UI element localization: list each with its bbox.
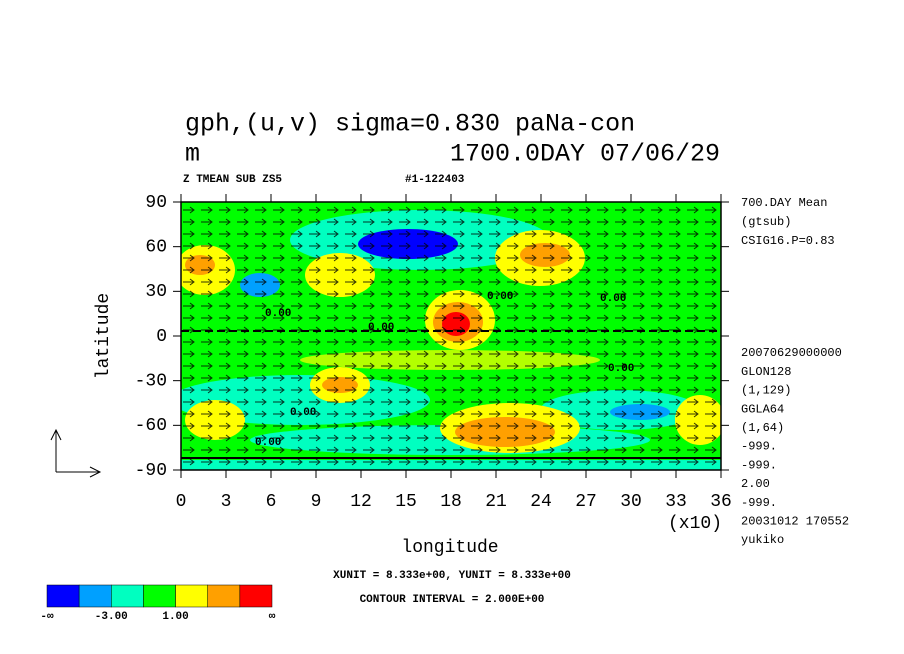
side-info: GGLA64: [741, 402, 784, 416]
y-tick-label: -30: [135, 371, 167, 391]
colorbar-label: -3.00: [95, 611, 128, 623]
x-tick-label: 3: [221, 492, 232, 512]
colorbar-label: -∞: [40, 611, 54, 623]
x-tick-label: 12: [350, 492, 372, 512]
title-line: gph,(u,v) sigma=0.830 paNa-con: [185, 110, 635, 139]
x-tick-label: 21: [485, 492, 507, 512]
side-info: (1,129): [741, 384, 791, 398]
x-tick-label: 27: [575, 492, 597, 512]
y-tick-label: 60: [145, 237, 167, 257]
subtitle: #1-122403: [405, 174, 465, 186]
side-info: 20031012 170552: [741, 514, 849, 528]
x-tick-label: 0: [176, 492, 187, 512]
side-info: 700.DAY Mean: [741, 196, 827, 210]
x-tick-label: 18: [440, 492, 462, 512]
side-info: 2.00: [741, 477, 770, 491]
contour-label: 0.00: [487, 291, 513, 303]
y-tick-label: 90: [145, 193, 167, 213]
side-info: -999.: [741, 458, 777, 472]
colorbar-cell: [175, 584, 208, 608]
subtitle: Z TMEAN SUB ZS5: [183, 174, 282, 186]
x-multiplier: (x10): [668, 514, 722, 534]
contour-label: 0.00: [265, 308, 291, 320]
side-info: 20070629000000: [741, 346, 842, 360]
unit-note: XUNIT = 8.333e+00, YUNIT = 8.333e+00: [333, 570, 571, 582]
side-info: (1,64): [741, 421, 784, 435]
colorbar-cell: [239, 584, 273, 608]
x-tick-label: 30: [620, 492, 642, 512]
title-line: 1700.0DAY 07/06/29: [450, 140, 720, 169]
y-axis-label: latitude: [94, 293, 114, 379]
side-info: (gtsub): [741, 215, 791, 229]
side-info: GLON128: [741, 365, 791, 379]
side-info: -999.: [741, 440, 777, 454]
contour-label: 0.00: [255, 437, 281, 449]
contour-field: [181, 202, 721, 470]
colorbar-cell: [78, 584, 112, 608]
colorbar-cell: [111, 584, 144, 608]
title-line: m: [185, 140, 200, 169]
labels: gph,(u,v) sigma=0.830 paNa-con m 1700.0D…: [94, 110, 722, 606]
side-info: yukiko: [741, 533, 784, 547]
contour-label: 0.00: [608, 363, 634, 375]
contour-label: 0.00: [600, 293, 626, 305]
y-tick-label: 0: [156, 327, 167, 347]
colorbar-label: ∞: [269, 611, 276, 623]
side-info: -999.: [741, 496, 777, 510]
x-tick-label: 6: [266, 492, 277, 512]
contour-label: 0.00: [290, 407, 316, 419]
y-tick-label: -60: [135, 416, 167, 436]
contour-label: 0.00: [368, 322, 394, 334]
contour-note: CONTOUR INTERVAL = 2.000E+00: [360, 594, 545, 606]
x-tick-label: 33: [665, 492, 687, 512]
colorbar-cell: [143, 584, 176, 608]
x-axis-label: longitude: [401, 538, 498, 558]
x-tick-label: 9: [311, 492, 322, 512]
x-tick-label: 15: [395, 492, 417, 512]
colorbar-cell: [207, 584, 241, 608]
x-tick-label: 24: [530, 492, 552, 512]
colorbar-cell: [46, 584, 80, 608]
y-tick-label: 30: [145, 282, 167, 302]
colorbar-label: 1.00: [162, 611, 188, 623]
y-tick-label: -90: [135, 461, 167, 481]
side-info: CSIG16.P=0.83: [741, 234, 835, 248]
vector-legend: [50, 428, 102, 478]
x-tick-label: 36: [710, 492, 732, 512]
